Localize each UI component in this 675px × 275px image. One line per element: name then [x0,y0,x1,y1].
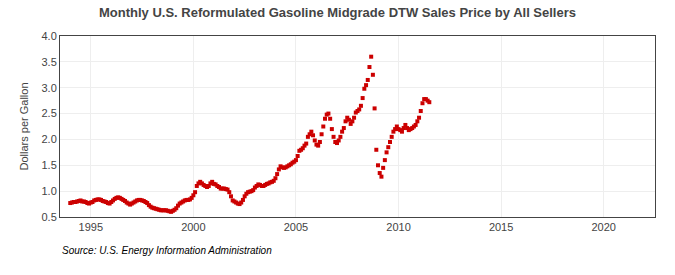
svg-text:Source: U.S. Energy Informatio: Source: U.S. Energy Information Administ… [62,245,272,256]
svg-text:0.5: 0.5 [42,211,57,223]
svg-text:1.5: 1.5 [42,159,57,171]
svg-text:2010: 2010 [386,221,410,233]
svg-text:4.0: 4.0 [42,30,57,42]
svg-text:Monthly U.S. Reformulated Gaso: Monthly U.S. Reformulated Gasoline Midgr… [99,5,576,20]
svg-text:2020: 2020 [591,221,615,233]
svg-text:3.5: 3.5 [42,56,57,68]
svg-text:2015: 2015 [489,221,513,233]
svg-text:1.0: 1.0 [42,185,57,197]
svg-text:1995: 1995 [79,221,103,233]
svg-text:2.0: 2.0 [42,133,57,145]
svg-text:2005: 2005 [284,221,308,233]
svg-text:2.5: 2.5 [42,107,57,119]
svg-text:3.0: 3.0 [42,82,57,94]
svg-text:Dollars per Gallon: Dollars per Gallon [18,82,30,170]
svg-text:2000: 2000 [181,221,205,233]
